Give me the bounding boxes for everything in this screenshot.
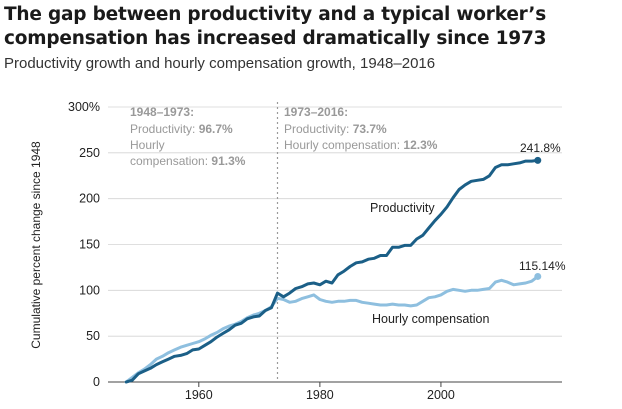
end-label-compensation: 115.14% bbox=[519, 259, 566, 273]
y-axis-ticks: 0 50 100 150 200 250 300% bbox=[68, 100, 100, 389]
y-axis-label: Cumulative percent change since 1948 bbox=[29, 141, 43, 349]
annotation-productivity: Productivity: 96.7% bbox=[130, 122, 233, 136]
series-endpoint-compensation bbox=[534, 272, 542, 280]
y-tick-label: 250 bbox=[79, 146, 100, 160]
annotation-1948-1973: 1948–1973: Productivity: 96.7% Hourly co… bbox=[130, 105, 246, 168]
y-tick-label: 200 bbox=[79, 192, 100, 206]
y-tick-label: 150 bbox=[79, 238, 100, 252]
series-lines bbox=[124, 156, 542, 384]
y-tick-label: 50 bbox=[86, 329, 100, 343]
series-line-productivity bbox=[124, 158, 540, 384]
x-tick-label: 2000 bbox=[427, 388, 455, 402]
annotation-1973-2016: 1973–2016: Productivity: 73.7% Hourly co… bbox=[284, 105, 438, 152]
series-line-compensation bbox=[124, 275, 540, 384]
series-label-productivity: Productivity bbox=[370, 201, 435, 215]
annotation-compensation: Hourly compensation: 12.3% bbox=[284, 138, 438, 152]
end-label-productivity: 241.8% bbox=[520, 141, 561, 155]
annotation-productivity: Productivity: 73.7% bbox=[284, 122, 387, 136]
series-endpoint-productivity bbox=[534, 156, 542, 164]
x-axis-ticks: 1960 1980 2000 bbox=[185, 382, 455, 402]
series-label-compensation: Hourly compensation bbox=[372, 312, 489, 326]
annotation-comp-label: Hourly bbox=[130, 138, 165, 152]
annotation-compensation: compensation: 91.3% bbox=[130, 154, 246, 168]
annotation-period: 1973–2016: bbox=[284, 105, 348, 119]
y-tick-label: 0 bbox=[93, 375, 100, 389]
annotation-period: 1948–1973: bbox=[130, 105, 194, 119]
gridlines bbox=[108, 106, 562, 383]
x-tick-label: 1980 bbox=[306, 388, 334, 402]
chart-title: The gap between productivity and a typic… bbox=[4, 4, 547, 49]
x-tick-label: 1960 bbox=[185, 388, 213, 402]
y-tick-label: 300% bbox=[68, 100, 100, 114]
chart-subtitle: Productivity growth and hourly compensat… bbox=[4, 55, 436, 72]
y-tick-label: 100 bbox=[79, 283, 100, 297]
